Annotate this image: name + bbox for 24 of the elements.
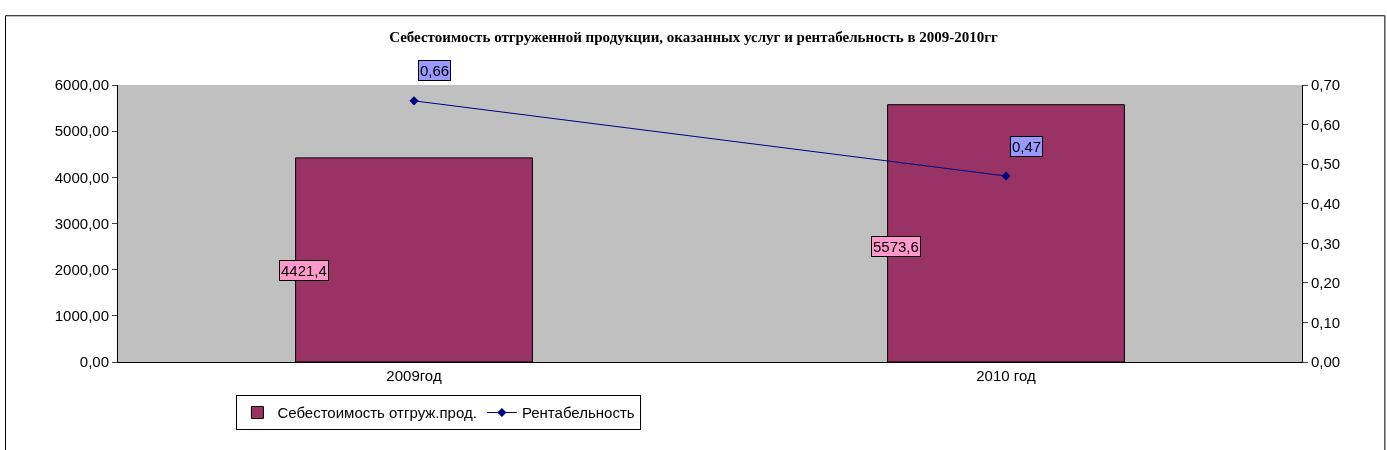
data-label: 5573,6 [873,238,919,255]
y-tick-label: 3000,00 [54,214,109,232]
data-label: 0,47 [1012,138,1042,155]
legend-label: Себестоимость отгруж.прод. [277,404,477,422]
y2-tick-label: 0,00 [1311,353,1341,371]
data-label: 0,66 [420,62,450,79]
y2-tick-label: 0,60 [1311,115,1341,133]
data-label: 4421,4 [281,262,327,279]
y2-tick-label: 0,40 [1311,194,1341,212]
y2-tick-label: 0,70 [1311,76,1341,94]
x-tick-label: 2009год [386,367,442,384]
x-tick-label: 2010 год [976,367,1036,384]
y2-tick-label: 0,10 [1311,313,1341,331]
y2-tick-label: 0,20 [1311,274,1341,292]
legend-label: Рентабельность [521,404,635,422]
y2-tick-label: 0,50 [1311,155,1341,173]
y-tick-label: 0,00 [79,353,109,371]
y-tick-label: 5000,00 [54,122,109,140]
y-tick-label: 2000,00 [54,260,109,278]
y-tick-label: 4000,00 [54,168,109,186]
chart-title: Себестоимость отгруженной продукции, оказанных услуг и рентабельность в 2009-2010гг [389,29,999,45]
y-tick-label: 6000,00 [54,76,109,94]
y-tick-label: 1000,00 [54,307,109,325]
y2-tick-label: 0,30 [1311,234,1341,252]
